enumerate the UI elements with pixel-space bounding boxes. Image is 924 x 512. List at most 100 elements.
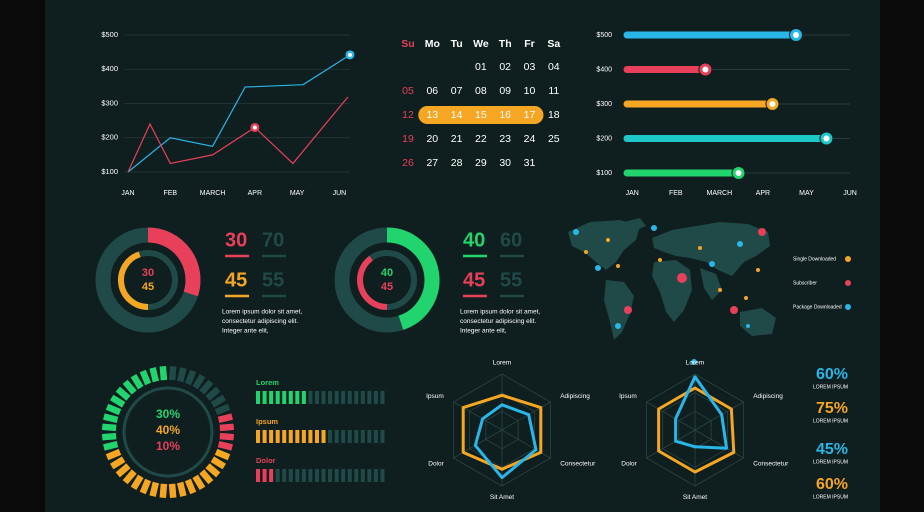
calendar-day: 02 xyxy=(499,61,511,73)
gauge-tick xyxy=(168,483,177,499)
gauge-tick-empty xyxy=(210,394,226,408)
gauge-label: 30% xyxy=(156,407,180,421)
progress-segment-empty xyxy=(360,391,365,404)
weekday-label: Su xyxy=(401,38,414,50)
progress-segment xyxy=(301,430,306,443)
progress-segment xyxy=(275,430,280,443)
progress-label: Ipsum xyxy=(256,417,278,426)
calendar-day: 20 xyxy=(426,133,438,145)
x-tick-label: FEB xyxy=(669,190,683,197)
stat-label: LOREM IPSUM xyxy=(813,384,848,390)
progress-segment xyxy=(275,391,280,404)
radar-axis-label: Lorem xyxy=(493,360,511,367)
gauge-tick xyxy=(192,474,206,490)
calendar-day: 17 xyxy=(524,109,536,121)
bar-knob-center xyxy=(702,66,709,73)
progress-segment xyxy=(256,469,261,482)
radar-axis-label: Sit Amet xyxy=(683,494,707,501)
calendar-day: 29 xyxy=(475,157,487,169)
gauge-tick xyxy=(159,483,168,499)
weekday-label: Tu xyxy=(451,38,463,50)
stat-value: 60% xyxy=(816,476,848,493)
gauge-tick-empty xyxy=(205,386,221,401)
gauge-tick xyxy=(115,463,131,478)
progress-segment xyxy=(321,430,326,443)
x-tick-label: FEB xyxy=(163,190,177,197)
calendar-day: 08 xyxy=(475,85,487,97)
donut-caption: Integer ante elit, xyxy=(460,328,507,335)
y-category-label: $300 xyxy=(596,101,612,108)
progress-segment-empty xyxy=(354,469,359,482)
radar-series xyxy=(473,403,538,480)
progress-segment-empty xyxy=(314,469,319,482)
radar-spoke xyxy=(453,429,503,459)
radar-axis-label: Lorem xyxy=(686,360,704,367)
progress-segment-empty xyxy=(295,469,300,482)
world-map xyxy=(568,218,776,340)
donut-caption: Lorem ipsum dolor sit amet, xyxy=(460,309,540,316)
map-legend-label: Single Downloaded xyxy=(793,256,836,262)
gauge-tick xyxy=(101,423,117,432)
calendar-day: 10 xyxy=(524,85,536,97)
donut-outer-arc xyxy=(386,227,440,330)
radar-axis-label: Consectetur xyxy=(560,460,596,467)
donut-caption: consectetur adipiscing elit. xyxy=(460,318,536,325)
map-legend-dot xyxy=(845,280,851,286)
gauge-tick xyxy=(130,374,144,390)
stat-value: 75% xyxy=(816,400,848,417)
point-marker-center xyxy=(252,125,257,130)
gauge-tick xyxy=(101,432,117,441)
progress-segment xyxy=(262,391,267,404)
progress-segment-empty xyxy=(328,469,333,482)
point-marker-center xyxy=(348,52,352,57)
donut-stat: 60 xyxy=(500,229,522,251)
calendar-day: 30 xyxy=(499,157,511,169)
progress-segment-empty xyxy=(308,469,313,482)
x-tick-label: MAY xyxy=(799,190,814,197)
radar-spoke xyxy=(646,401,696,431)
calendar-day: 23 xyxy=(499,133,511,145)
progress-segment-empty xyxy=(347,469,352,482)
radar-series xyxy=(657,386,736,474)
calendar-day: 05 xyxy=(402,85,414,97)
progress-segment-empty xyxy=(328,430,333,443)
donut-center-value: 30 xyxy=(142,267,154,279)
series-line xyxy=(127,96,349,173)
gauge-tick xyxy=(139,369,152,386)
y-category-label: $500 xyxy=(596,32,612,39)
calendar-day: 15 xyxy=(475,109,487,121)
donut-caption: Integer ante elit, xyxy=(222,328,269,335)
radar-axis-label: Consectetur xyxy=(753,460,789,467)
progress-segment xyxy=(256,430,261,443)
gauge-tick xyxy=(219,423,235,432)
donut-caption: Lorem ipsum dolor sit amet, xyxy=(222,309,302,316)
gauge-segment xyxy=(101,365,168,451)
stat-label: LOREM IPSUM xyxy=(813,494,848,500)
gauge-tick xyxy=(217,413,233,424)
donut-stat: 45 xyxy=(463,269,485,291)
radar-spoke xyxy=(501,401,551,431)
progress-segment-empty xyxy=(373,469,378,482)
radar-spoke xyxy=(694,429,744,459)
radar-spoke xyxy=(646,429,696,459)
progress-segment xyxy=(269,430,274,443)
progress-segment xyxy=(269,469,274,482)
x-tick-label: MARCH xyxy=(707,190,733,197)
progress-segment-empty xyxy=(321,469,326,482)
donut-inner-arc xyxy=(118,251,149,310)
x-tick-label: JUN xyxy=(843,190,857,197)
progress-label: Dolor xyxy=(256,456,276,465)
calendar-day: 27 xyxy=(426,157,438,169)
weekday-label: Th xyxy=(499,38,512,50)
gauge-tick xyxy=(115,386,131,401)
radar-series xyxy=(674,375,729,450)
donut-stat: 40 xyxy=(463,229,485,251)
y-tick-label: $500 xyxy=(101,30,118,39)
progress-segment-empty xyxy=(367,391,372,404)
gauge-tick xyxy=(159,365,168,381)
calendar-day: 01 xyxy=(475,61,487,73)
gauge-tick xyxy=(122,379,137,395)
y-category-label: $400 xyxy=(596,66,612,73)
calendar-day: 31 xyxy=(524,157,536,169)
